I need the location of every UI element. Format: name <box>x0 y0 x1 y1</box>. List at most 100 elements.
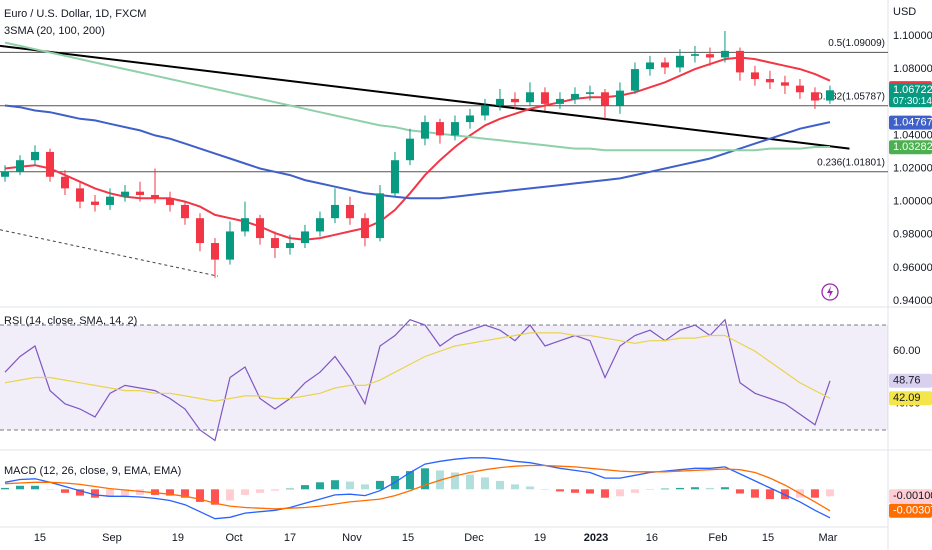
x-tick-label: 15 <box>34 532 46 544</box>
candle-body <box>675 55 684 68</box>
x-tick-label: Feb <box>708 532 727 544</box>
price-tag-label: 1.03282 <box>893 141 932 153</box>
histogram-bar <box>255 489 264 493</box>
candle-body <box>315 218 324 232</box>
indicator-title: RSI (14, close, SMA, 14, 2) <box>4 315 137 327</box>
x-tick-label: Nov <box>342 532 362 544</box>
histogram-bar <box>405 471 414 490</box>
y-tick-label: 0.96000 <box>893 262 932 274</box>
indicator-title: MACD (12, 26, close, 9, EMA, EMA) <box>4 465 181 477</box>
candle-body <box>180 204 189 219</box>
candle-body <box>435 122 444 136</box>
candle-body <box>540 92 549 104</box>
candle-body <box>285 243 294 249</box>
price-tag-label: 1.06722 <box>893 84 932 96</box>
candle-body <box>150 194 159 199</box>
price-tag <box>889 503 932 518</box>
histogram-bar <box>45 489 54 490</box>
candle-body <box>615 90 624 106</box>
histogram-bar <box>825 489 834 497</box>
histogram-bar <box>525 486 534 490</box>
indicator-line <box>4 457 831 520</box>
x-tick-label: 15 <box>762 532 774 544</box>
histogram-bar <box>195 489 204 502</box>
histogram-bar <box>240 489 249 495</box>
price-tag-label: -0.00307 <box>893 505 932 517</box>
histogram-bar <box>630 489 639 493</box>
candle-body <box>780 82 789 86</box>
y-tick-label: 0.94000 <box>893 295 932 307</box>
chart-title: Euro / U.S. Dollar, 1D, FXCM <box>4 8 146 20</box>
indicator-title: 3SMA (20, 100, 200) <box>4 25 105 37</box>
candle-body <box>720 50 729 58</box>
histogram-bar <box>165 489 174 496</box>
candle-body <box>825 90 834 101</box>
fib-label: 0.236(1.01801) <box>817 157 885 168</box>
alert-circle <box>821 283 839 301</box>
candle-body <box>330 204 339 219</box>
candle-body <box>135 191 144 195</box>
histogram-bar <box>105 489 114 497</box>
candle-body <box>525 92 534 103</box>
candle-body <box>450 122 459 136</box>
candle-body <box>270 238 279 249</box>
histogram-bar <box>15 485 24 490</box>
price-tag-label: 48.76 <box>893 375 921 387</box>
x-tick-label: 15 <box>402 532 414 544</box>
histogram-bar <box>735 489 744 494</box>
histogram-bar <box>300 485 309 490</box>
price-tag-label: 42.09 <box>893 392 921 404</box>
candle-body <box>480 105 489 116</box>
indicator-line <box>4 464 831 512</box>
x-tick-label: 17 <box>284 532 296 544</box>
price-tag <box>889 391 932 406</box>
candle-body <box>360 218 369 239</box>
histogram-bar <box>540 489 549 490</box>
histogram-bar <box>660 488 669 490</box>
fib-label: 0.5(1.09009) <box>828 38 885 49</box>
candle-body <box>630 69 639 91</box>
candle-body <box>30 151 39 161</box>
histogram-bar <box>690 487 699 490</box>
candle-body <box>75 188 84 202</box>
histogram-bar <box>570 489 579 493</box>
candle-body <box>225 231 234 260</box>
alert-icon[interactable] <box>821 283 839 301</box>
histogram-bar <box>135 489 144 495</box>
x-tick-label: 19 <box>534 532 546 544</box>
candle-body <box>105 196 114 205</box>
histogram-bar <box>60 489 69 493</box>
moving-average <box>4 104 831 200</box>
candle-body <box>210 243 219 260</box>
candle-body <box>300 231 309 244</box>
histogram-bar <box>375 480 384 490</box>
histogram-bar <box>330 480 339 490</box>
candle-body <box>600 92 609 106</box>
candle-body <box>585 92 594 94</box>
candle-body <box>510 98 519 103</box>
y-tick-label: 1.04000 <box>893 129 932 141</box>
candle-body <box>465 115 474 123</box>
histogram-bar <box>210 489 219 505</box>
trend-line <box>0 229 219 277</box>
x-tick-label: Sep <box>102 532 122 544</box>
candle-body <box>570 93 579 99</box>
histogram-bar <box>285 488 294 490</box>
y-tick-label: 1.02000 <box>893 162 932 174</box>
candle-body <box>375 193 384 239</box>
histogram-bar <box>555 489 564 492</box>
histogram-bar <box>30 485 39 490</box>
histogram-bar <box>675 487 684 490</box>
candle-body <box>405 138 414 161</box>
candle-body <box>15 160 24 172</box>
y-tick-label: 1.10000 <box>893 30 932 42</box>
histogram-bar <box>765 489 774 500</box>
histogram-bar <box>510 484 519 490</box>
price-tag <box>889 489 932 504</box>
moving-average <box>4 41 830 152</box>
histogram-bar <box>465 474 474 490</box>
candle-body <box>120 191 129 197</box>
alert-bolt <box>827 286 833 298</box>
histogram-bar <box>810 489 819 498</box>
